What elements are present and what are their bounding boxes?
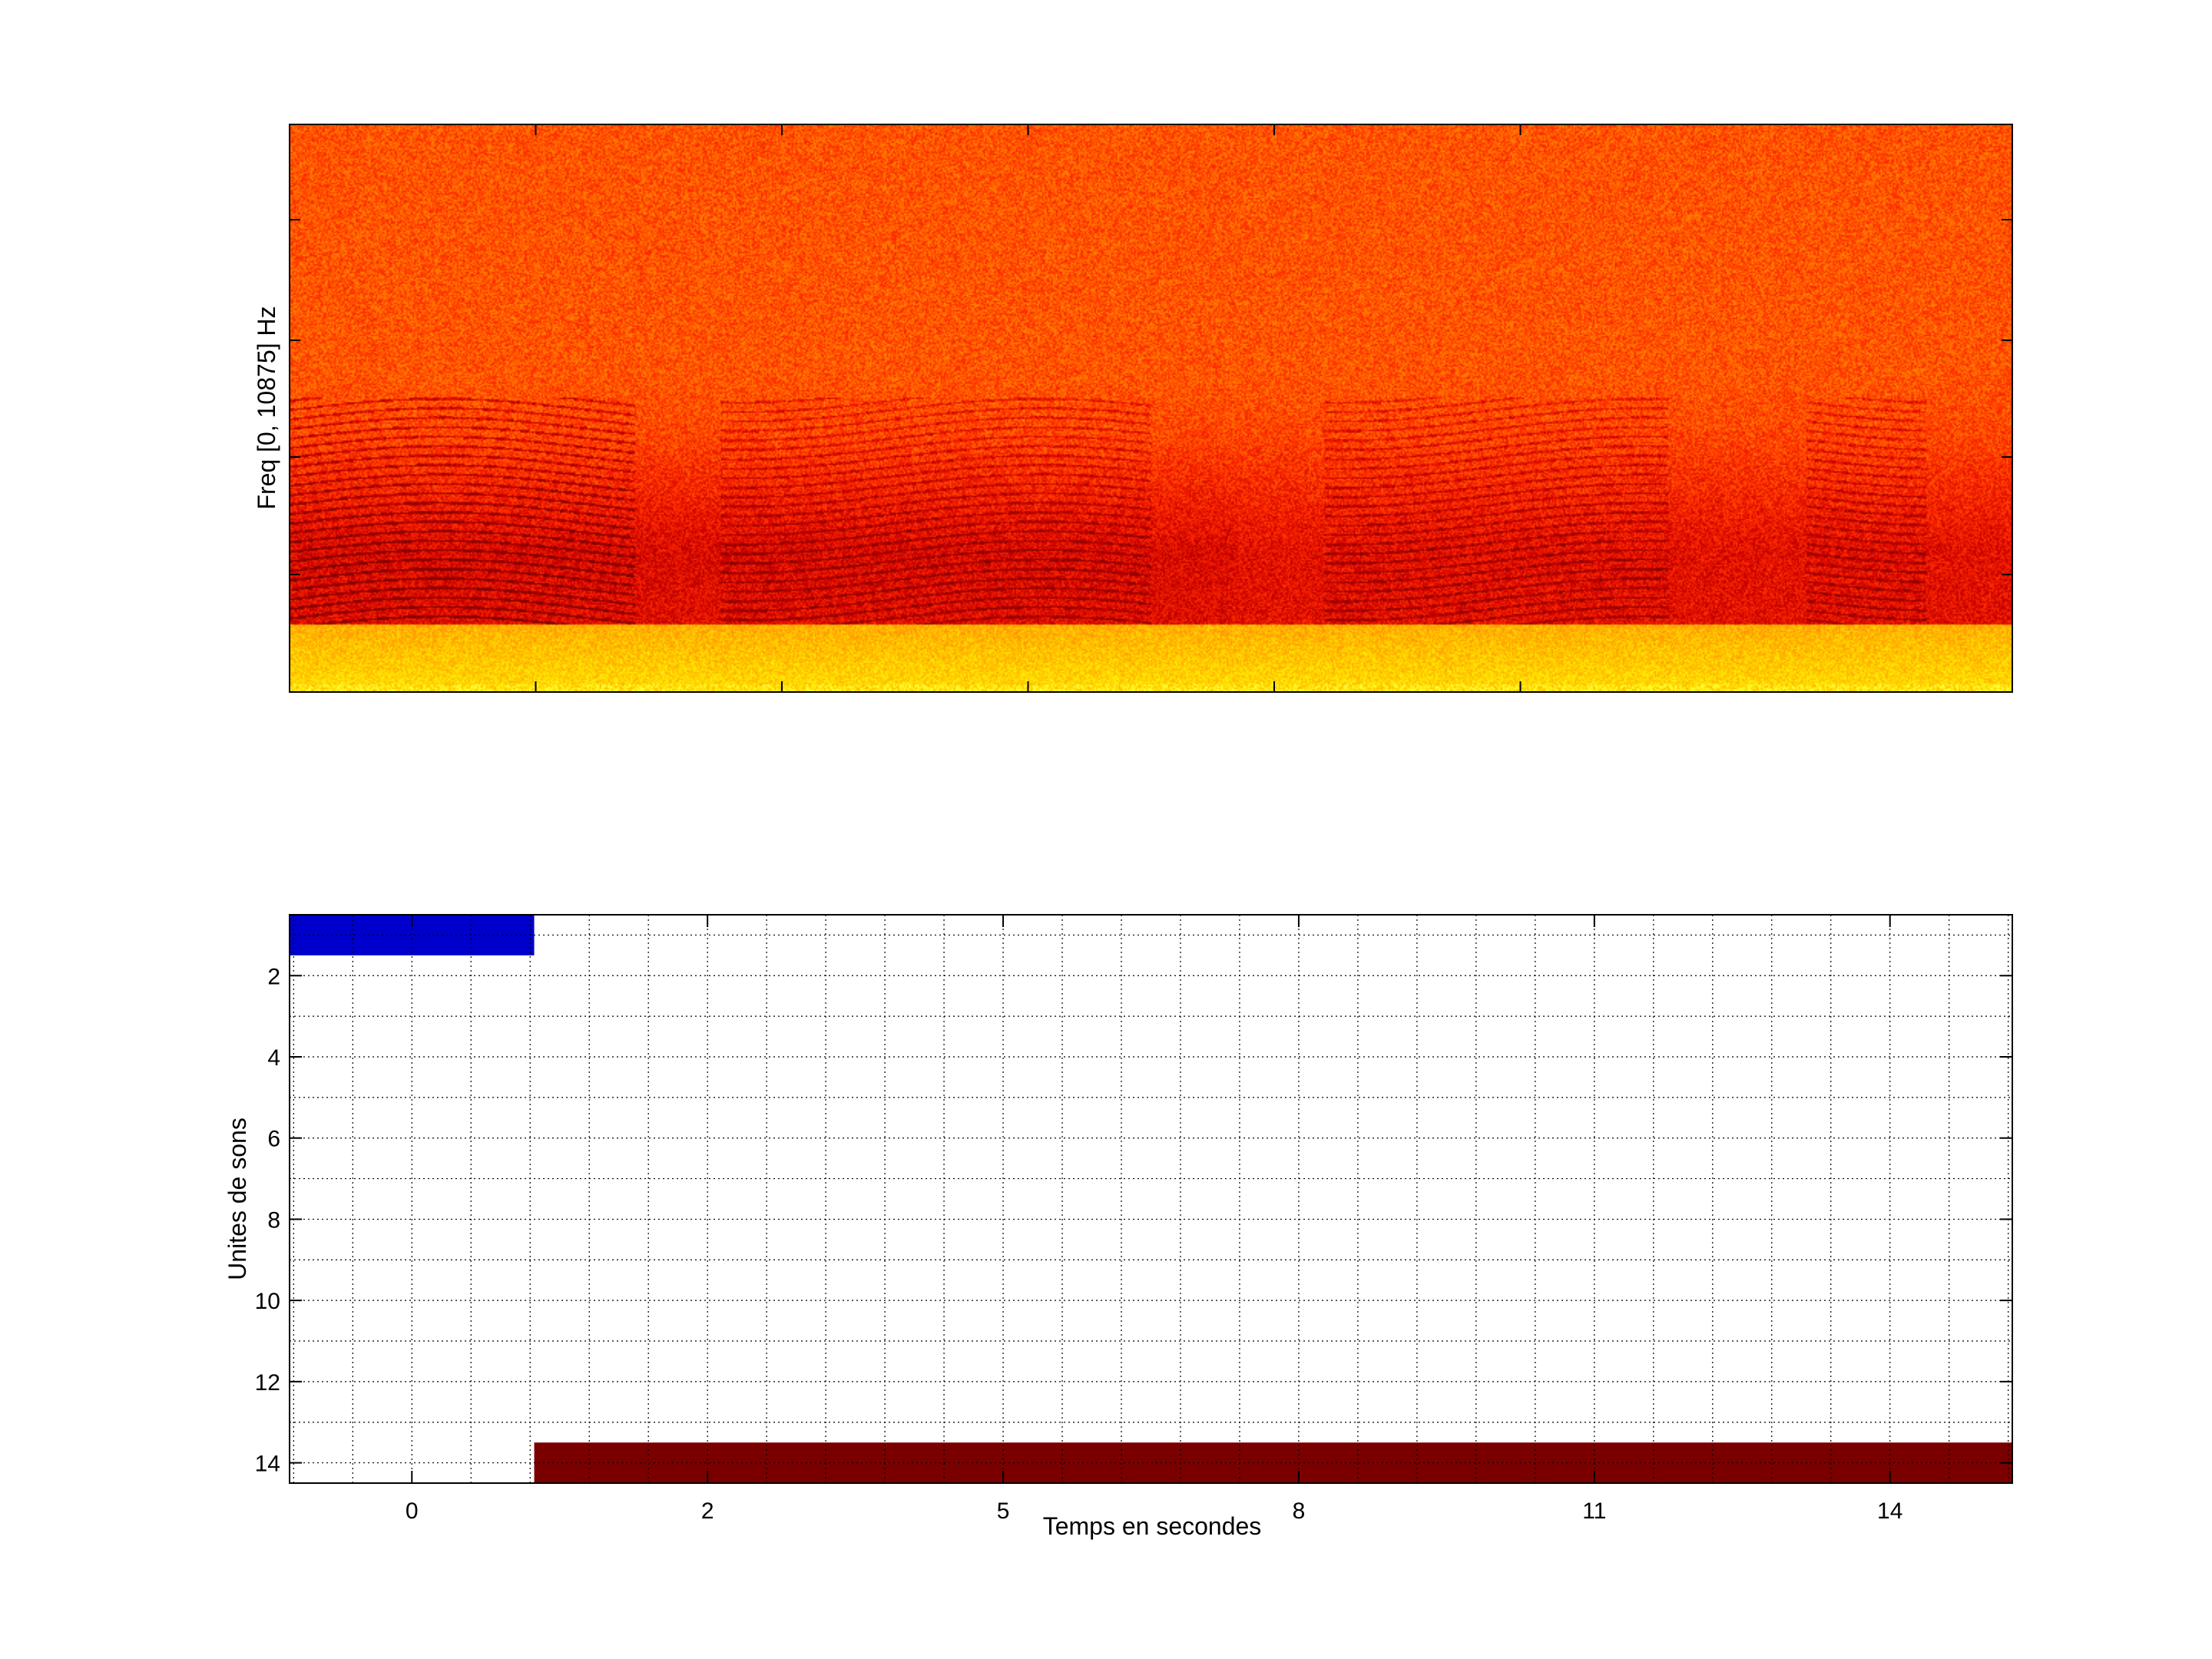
units-x-label: Temps en secondes <box>1043 1512 1262 1540</box>
y-tick-label: 12 <box>255 1370 280 1396</box>
spectrogram-axes: Freq [0, 10875] Hz <box>253 124 2013 693</box>
units-bars <box>290 915 2013 1483</box>
x-tick-label: 11 <box>1582 1498 1606 1524</box>
units-y-label: Unites de sons <box>224 1118 251 1280</box>
spectrogram-ticks <box>289 124 2012 692</box>
units-ticks: 0 2 5 8 11 14 2 4 6 8 10 12 14 <box>255 915 2012 1524</box>
units-frame <box>289 914 2013 1484</box>
y-tick-label: 8 <box>267 1207 280 1233</box>
y-tick-label: 6 <box>267 1127 280 1152</box>
y-tick-label: 14 <box>255 1452 280 1477</box>
x-tick-label: 5 <box>997 1498 1010 1524</box>
y-tick-label: 10 <box>255 1289 280 1314</box>
x-tick-label: 8 <box>1293 1498 1306 1524</box>
x-tick-label: 14 <box>1877 1498 1902 1524</box>
spectrogram-y-label: Freq [0, 10875] Hz <box>253 306 280 509</box>
y-tick-label: 2 <box>267 964 280 989</box>
unit-segment-14 <box>534 1442 2013 1483</box>
spectrogram-frame <box>289 124 2013 693</box>
x-tick-label: 0 <box>406 1498 419 1524</box>
y-tick-label: 4 <box>267 1045 280 1071</box>
units-axes: 0 2 5 8 11 14 2 4 6 8 10 12 14 Temps en secondes Uni… <box>224 914 2013 1540</box>
x-tick-label: 2 <box>701 1498 714 1524</box>
units-background <box>290 915 2012 1483</box>
units-grid <box>290 915 2012 1483</box>
spectrogram-image <box>290 124 2012 692</box>
